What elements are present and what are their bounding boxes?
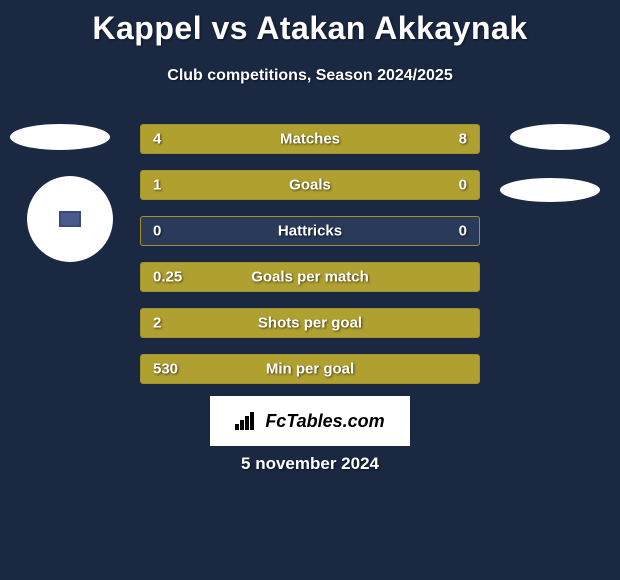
stat-left-value: 0 [153, 223, 161, 240]
stat-left-value: 1 [153, 177, 161, 194]
stat-label: Hattricks [278, 223, 342, 240]
stat-row-shots-per-goal: 2 Shots per goal [140, 308, 480, 338]
brand-bars-icon [235, 412, 259, 430]
stat-right-value: 0 [459, 177, 467, 194]
brand-badge: FcTables.com [210, 396, 410, 446]
stats-container: 4 Matches 8 1 Goals 0 0 Hattricks 0 0.25… [140, 124, 480, 400]
player2-club-logo-2 [500, 178, 600, 202]
stat-row-goals: 1 Goals 0 [140, 170, 480, 200]
stat-label: Goals per match [251, 269, 369, 286]
page-title: Kappel vs Atakan Akkaynak [0, 0, 620, 47]
stat-row-hattricks: 0 Hattricks 0 [140, 216, 480, 246]
player1-club-logo-2 [27, 176, 113, 262]
stat-fill-right [401, 171, 479, 199]
subtitle: Club competitions, Season 2024/2025 [0, 67, 620, 85]
date-text: 5 november 2024 [241, 454, 379, 474]
player2-club-logo-1 [510, 124, 610, 150]
stat-right-value: 0 [459, 223, 467, 240]
stat-right-value: 8 [459, 131, 467, 148]
stat-label: Matches [280, 131, 340, 148]
stat-left-value: 530 [153, 361, 178, 378]
stat-label: Goals [289, 177, 331, 194]
stat-label: Shots per goal [258, 315, 362, 332]
stat-row-min-per-goal: 530 Min per goal [140, 354, 480, 384]
logo-shape-icon [59, 211, 81, 227]
stat-fill-left [141, 171, 401, 199]
stat-left-value: 2 [153, 315, 161, 332]
stat-left-value: 4 [153, 131, 161, 148]
player1-club-logo-1 [10, 124, 110, 150]
stat-row-matches: 4 Matches 8 [140, 124, 480, 154]
stat-label: Min per goal [266, 361, 354, 378]
stat-row-goals-per-match: 0.25 Goals per match [140, 262, 480, 292]
stat-left-value: 0.25 [153, 269, 182, 286]
brand-text: FcTables.com [265, 411, 384, 432]
